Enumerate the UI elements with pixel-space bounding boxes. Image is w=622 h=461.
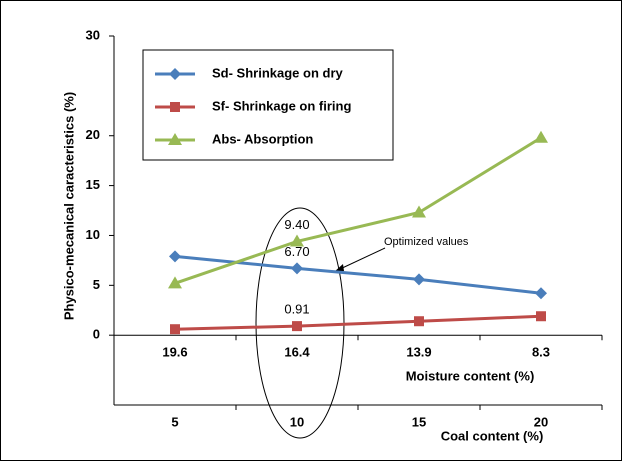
- marker: [291, 262, 303, 275]
- x2-tick-label: 10: [290, 414, 304, 429]
- legend-label: Sf- Shrinkage on firing: [212, 98, 351, 113]
- y-tick-label: 5: [93, 277, 100, 292]
- x2-tick-label: 15: [412, 414, 426, 429]
- marker: [413, 273, 425, 286]
- marker: [536, 311, 546, 322]
- marker: [414, 316, 424, 327]
- data-label: 6.70: [284, 244, 309, 259]
- x-axis-label: Moisture content (%): [406, 368, 535, 383]
- marker: [535, 287, 547, 300]
- x2-axis-label: Coal content (%): [441, 428, 544, 443]
- series-line: [174, 314, 542, 331]
- series-line: [174, 136, 542, 285]
- y-tick-label: 10: [86, 227, 100, 242]
- marker: [290, 234, 304, 247]
- marker: [169, 68, 181, 80]
- marker: [170, 324, 180, 335]
- legend-label: Abs- Absorption: [212, 131, 313, 146]
- y-tick-label: 20: [86, 127, 100, 142]
- x-tick-label: 13.9: [406, 345, 431, 360]
- annotation: Optimized values: [384, 236, 469, 248]
- marker: [170, 102, 180, 112]
- marker: [292, 321, 302, 332]
- x-tick-label: 19.6: [162, 345, 187, 360]
- marker: [169, 250, 181, 263]
- legend-label: Sd- Shrinkage on dry: [212, 65, 344, 80]
- y-tick-label: 15: [86, 177, 100, 192]
- data-label: 9.40: [284, 217, 309, 232]
- marker: [168, 276, 182, 289]
- marker: [412, 205, 426, 218]
- x-tick-label: 8.3: [532, 345, 550, 360]
- legend: [142, 49, 394, 161]
- arrow: [337, 247, 386, 271]
- x-tick-label: 16.4: [284, 345, 310, 360]
- data-label: 0.91: [284, 302, 309, 317]
- x2-tick-label: 20: [534, 414, 548, 429]
- marker: [534, 130, 548, 143]
- arrow-head: [334, 264, 344, 272]
- y-axis-label: Physico-mecanical caracteristics (%): [61, 92, 76, 320]
- y-tick-label: 30: [86, 27, 100, 42]
- y-tick-label: 0: [93, 327, 100, 342]
- x2-tick-label: 5: [171, 414, 178, 429]
- marker: [168, 133, 182, 145]
